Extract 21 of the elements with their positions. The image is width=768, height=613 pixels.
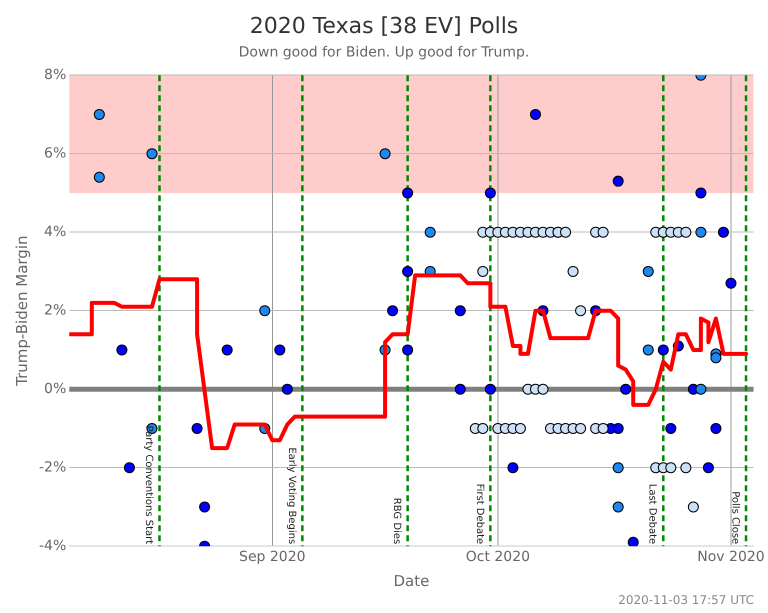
y-tick-label: 2% [44, 302, 66, 318]
y-tick-label: -2% [38, 459, 66, 476]
y-tick-label: 4% [44, 224, 66, 240]
chart-title: 2020 Texas [38 EV] Polls [250, 14, 518, 39]
x-tick-label: Oct 2020 [466, 549, 530, 566]
ref-line-label: Early Voting Begins [286, 447, 297, 544]
x-tick-label: Sep 2020 [239, 549, 306, 566]
y-tick-label: 0% [44, 380, 66, 397]
ref-line-label: Party Conventions Start [142, 426, 154, 544]
x-axis-title: Date [393, 572, 430, 590]
y-tick-label: 6% [44, 145, 66, 162]
y-tick-label: 8% [44, 66, 66, 83]
x-tick-label: Nov 2020 [697, 549, 765, 566]
y-axis-title: Trump-Biden Margin [12, 236, 31, 387]
ref-line-label: Polls Close [729, 491, 740, 544]
text: 2020-11-03 17:57 UTC [618, 593, 754, 607]
ref-line-label: First Debate [474, 484, 485, 544]
chart-subtitle: Down good for Biden. Up good for Trump. [238, 44, 530, 60]
y-tick-label: -4% [38, 538, 66, 554]
ref-line-label: Last Debate [646, 484, 658, 544]
ref-line-label: RBG Dies [391, 498, 402, 544]
